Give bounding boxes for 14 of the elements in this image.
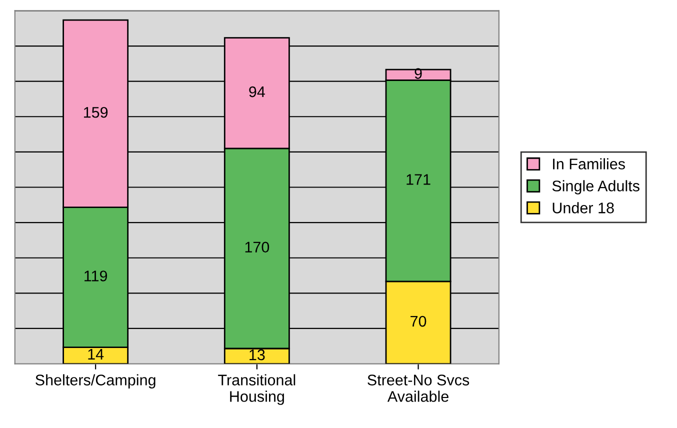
data-label: 171 <box>406 174 430 185</box>
data-label: 94 <box>249 86 265 98</box>
data-label: 14 <box>88 349 104 360</box>
x-tick-label: Shelters/Camping <box>36 374 156 388</box>
data-label: 13 <box>250 349 265 360</box>
x-tick-label: Street-No Svcs Available <box>368 374 470 402</box>
data-label: 70 <box>410 316 426 327</box>
legend-label: In Families <box>553 158 625 170</box>
legend-label: Single Adults <box>552 180 640 194</box>
data-label: 119 <box>84 270 108 282</box>
data-label: 170 <box>245 242 270 253</box>
legend-label: Under 18 <box>552 202 614 214</box>
x-tick-label: Transitional Housing <box>218 374 296 405</box>
data-label: 159 <box>84 106 108 118</box>
